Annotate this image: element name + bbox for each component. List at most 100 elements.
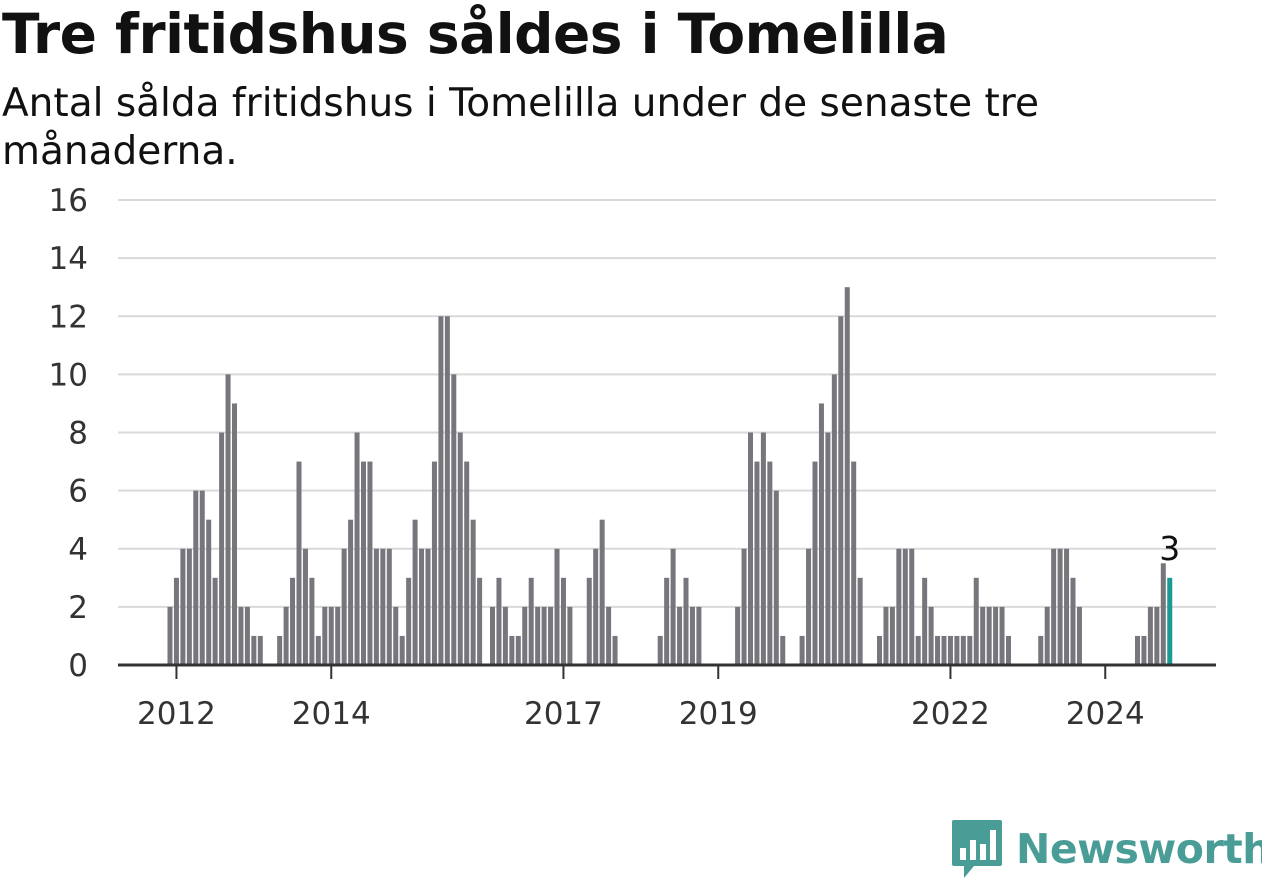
bar xyxy=(509,635,515,665)
bar xyxy=(406,577,412,665)
bar xyxy=(348,519,354,665)
bar xyxy=(909,548,915,665)
bar xyxy=(322,606,328,665)
bar xyxy=(696,606,702,665)
bar xyxy=(238,606,244,665)
chart-title: Tre fritidshus såldes i Tomelilla xyxy=(2,2,949,66)
bar xyxy=(825,432,831,665)
bar xyxy=(328,606,334,665)
bar xyxy=(277,635,283,665)
highlight-value-label: 3 xyxy=(1159,529,1180,568)
bar xyxy=(199,490,205,665)
bar xyxy=(438,316,444,665)
bar xyxy=(935,635,941,665)
bar xyxy=(586,577,592,665)
bar xyxy=(232,403,237,665)
bar xyxy=(1135,635,1140,665)
bar xyxy=(554,548,560,665)
bar xyxy=(412,519,418,665)
bar xyxy=(380,548,386,665)
bar xyxy=(806,548,812,665)
bar xyxy=(902,548,908,665)
bar xyxy=(760,432,766,665)
bar xyxy=(1006,635,1011,665)
x-tick-label: 2019 xyxy=(679,696,758,732)
bar xyxy=(548,606,554,665)
highlight-bar xyxy=(1167,577,1173,665)
y-tick-label: 4 xyxy=(68,532,88,568)
bar xyxy=(180,548,186,665)
bar xyxy=(386,548,392,665)
bar xyxy=(251,635,257,665)
bar xyxy=(1141,635,1147,665)
bar xyxy=(354,432,360,665)
bar xyxy=(954,635,960,665)
bar xyxy=(941,635,947,665)
bar xyxy=(980,606,986,665)
bar xyxy=(206,519,212,665)
bar xyxy=(1057,548,1063,665)
bar xyxy=(515,635,521,665)
bar xyxy=(419,548,425,665)
bar xyxy=(1038,635,1044,665)
bar xyxy=(535,606,541,665)
y-tick-label: 16 xyxy=(49,183,88,219)
bar xyxy=(290,577,296,665)
x-tick-label: 2017 xyxy=(524,696,603,732)
bar xyxy=(1076,606,1082,665)
y-tick-label: 10 xyxy=(49,357,88,393)
bar xyxy=(219,432,225,665)
gridlines xyxy=(118,199,1216,608)
bar xyxy=(818,403,824,665)
bar xyxy=(399,635,405,665)
bar xyxy=(831,374,837,665)
bar xyxy=(670,548,676,665)
bar xyxy=(393,606,399,665)
bar xyxy=(1044,606,1050,665)
bar xyxy=(928,606,934,665)
bar xyxy=(967,635,973,665)
bar xyxy=(812,461,818,665)
bar xyxy=(896,548,902,665)
bar xyxy=(490,606,495,665)
bar xyxy=(431,461,437,665)
bar xyxy=(464,461,470,665)
bar xyxy=(999,606,1005,665)
bar xyxy=(915,635,921,665)
bar xyxy=(993,606,999,665)
bar xyxy=(799,635,805,665)
bar xyxy=(1070,577,1076,665)
x-tick-label: 2012 xyxy=(137,696,216,732)
bar xyxy=(541,606,547,665)
bar xyxy=(857,577,863,665)
bar xyxy=(451,374,457,665)
y-tick-label: 8 xyxy=(68,416,88,452)
bar xyxy=(186,548,192,665)
x-axis-ticks: 2012 2014 2017 2019 2022 2024 xyxy=(137,665,1145,732)
y-axis-ticks: 0 2 4 6 8 10 12 14 16 xyxy=(49,183,88,684)
bar xyxy=(748,432,753,665)
bar xyxy=(470,519,476,665)
y-tick-label: 14 xyxy=(49,241,88,277)
bar xyxy=(838,316,844,665)
bar xyxy=(425,548,431,665)
bar xyxy=(1160,563,1166,665)
bar xyxy=(528,577,534,665)
bar xyxy=(309,577,315,665)
bar xyxy=(844,287,850,665)
bar xyxy=(767,461,773,665)
bar xyxy=(193,490,199,665)
bar xyxy=(522,606,528,665)
bar xyxy=(922,577,928,665)
newsworthy-logo: Newsworthy xyxy=(950,818,1262,880)
bar xyxy=(367,461,373,665)
bar xyxy=(244,606,250,665)
bar xyxy=(960,635,966,665)
bar xyxy=(567,606,573,665)
x-tick-label: 2024 xyxy=(1066,696,1145,732)
bar xyxy=(1051,548,1057,665)
bar xyxy=(877,635,882,665)
bar xyxy=(741,548,747,665)
bar xyxy=(341,548,347,665)
